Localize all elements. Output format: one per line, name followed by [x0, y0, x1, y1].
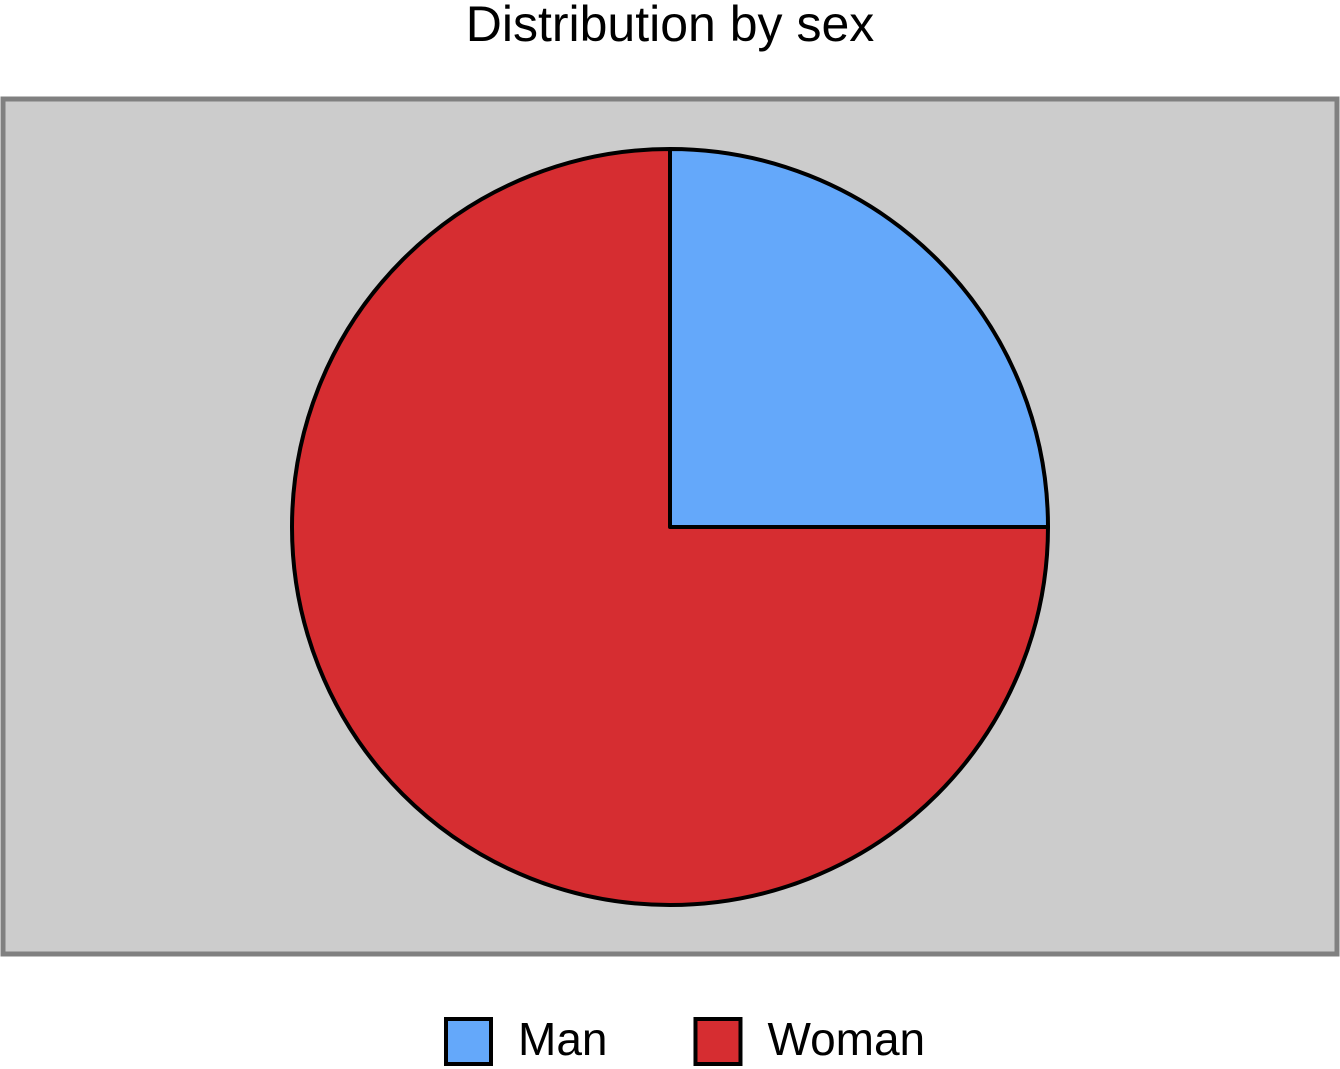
- pie-slice: [290, 147, 1050, 907]
- legend-label: Woman: [767, 1013, 925, 1065]
- legend-swatch: [693, 1017, 743, 1066]
- pie-slice: [668, 147, 1050, 529]
- chart-title: Distribution by sex: [466, 0, 875, 52]
- legend-label: Man: [518, 1013, 607, 1065]
- legend-swatch: [444, 1017, 493, 1066]
